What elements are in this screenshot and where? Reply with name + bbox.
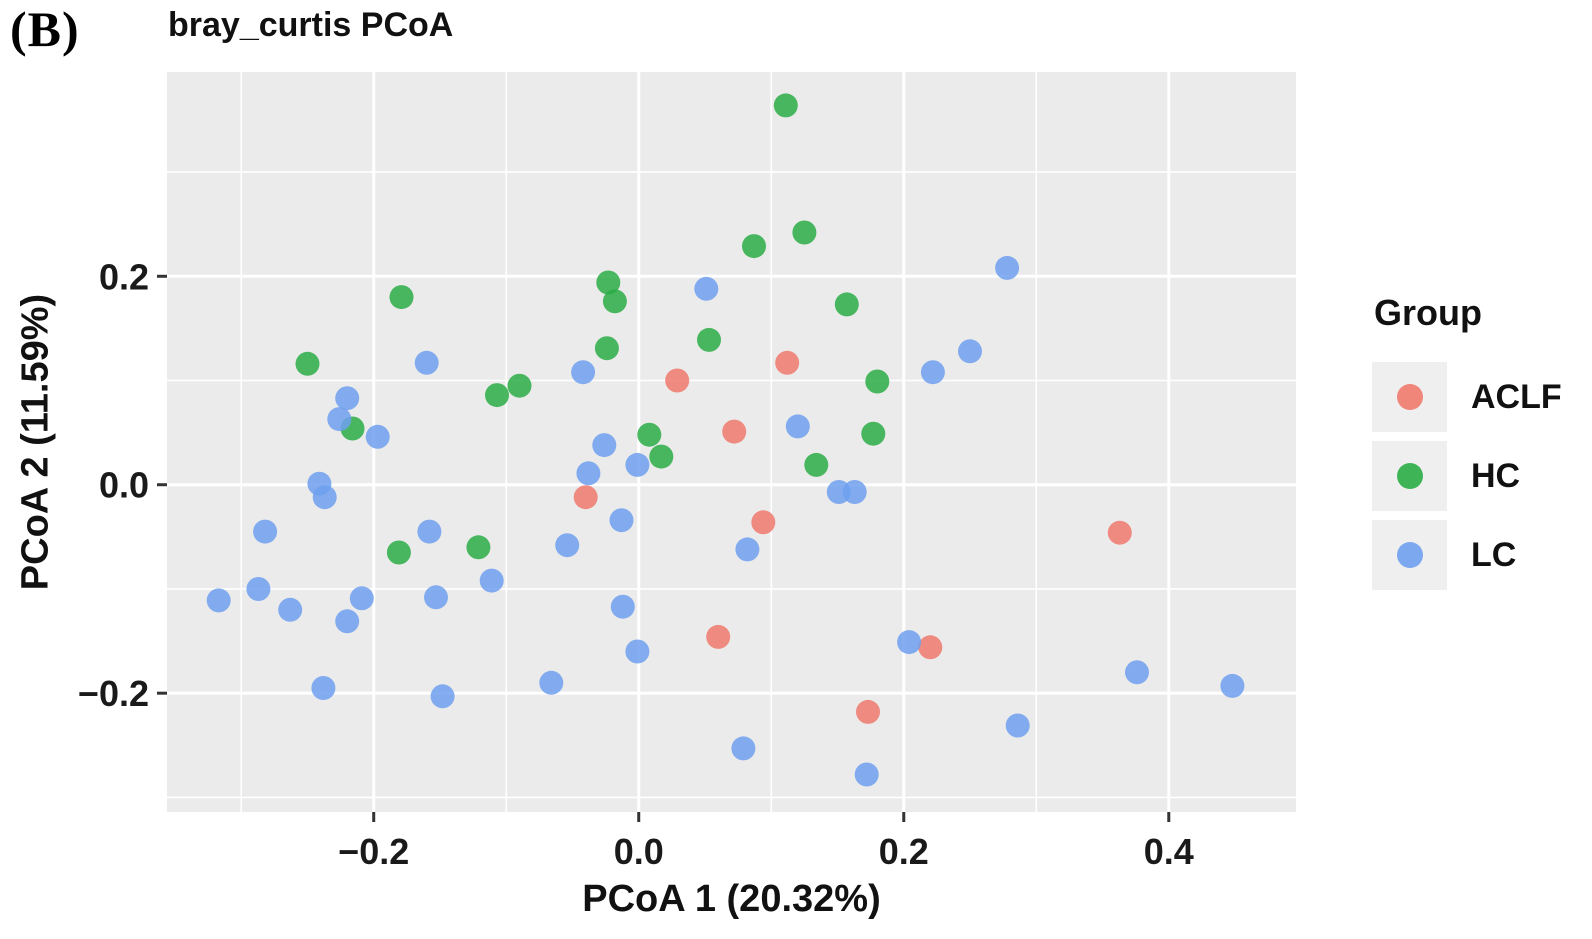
data-point-ACLF — [918, 635, 943, 660]
chart-title: bray_curtis PCoA — [168, 6, 454, 44]
x-tick-label: 0.0 — [614, 831, 664, 872]
data-point-LC — [571, 360, 596, 385]
legend-item-ACLF: ACLF — [1372, 362, 1562, 432]
legend-label-HC: HC — [1471, 456, 1521, 495]
data-point-LC — [576, 461, 601, 486]
data-point-HC — [466, 535, 491, 560]
legend: Group ACLF HC LC — [1372, 292, 1562, 599]
legend-label-LC: LC — [1471, 535, 1517, 574]
data-point-ACLF — [1107, 520, 1132, 545]
data-point-HC — [485, 383, 509, 408]
data-point-LC — [958, 339, 982, 364]
data-point-LC — [335, 386, 360, 411]
legend-title: Group — [1374, 292, 1482, 333]
x-axis-title: PCoA 1 (20.32%) — [582, 878, 881, 920]
data-point-ACLF — [706, 624, 731, 649]
data-point-LC — [479, 568, 504, 593]
data-point-LC — [206, 588, 231, 613]
data-point-HC — [507, 373, 532, 398]
data-point-LC — [897, 630, 922, 655]
data-point-ACLF — [722, 419, 747, 444]
data-point-LC — [1125, 660, 1149, 685]
data-point-LC — [592, 433, 617, 458]
data-point-LC — [842, 480, 867, 504]
y-tick-label: 0.2 — [99, 256, 149, 297]
data-point-LC — [365, 424, 390, 449]
legend-key-ACLF — [1372, 362, 1447, 432]
panel-label: (B) — [10, 1, 80, 57]
data-point-LC — [539, 670, 564, 695]
data-point-LC — [625, 452, 650, 477]
legend-item-HC: HC — [1372, 441, 1562, 511]
data-point-LC — [311, 676, 336, 700]
data-point-HC — [742, 234, 766, 259]
legend-key-HC — [1372, 441, 1447, 511]
data-point-LC — [253, 519, 278, 544]
data-point-LC — [278, 597, 303, 622]
data-point-HC — [804, 452, 829, 477]
data-point-HC — [386, 540, 411, 565]
data-point-LC — [417, 519, 442, 544]
y-tick-label: −0.2 — [78, 673, 149, 714]
data-point-LC — [430, 684, 455, 709]
data-point-LC — [555, 533, 580, 558]
data-point-HC — [697, 327, 721, 352]
data-point-HC — [637, 422, 662, 447]
data-point-LC — [335, 609, 360, 634]
data-point-HC — [594, 336, 619, 361]
data-point-ACLF — [573, 485, 598, 510]
data-point-HC — [792, 220, 817, 245]
data-point-LC — [785, 414, 810, 439]
data-point-LC — [731, 736, 756, 761]
data-point-HC — [865, 369, 890, 394]
data-point-LC — [1005, 713, 1030, 738]
data-point-LC — [610, 594, 635, 619]
data-point-ACLF — [665, 368, 690, 393]
legend-dot-icon-ACLF — [1396, 384, 1423, 410]
data-point-LC — [920, 360, 945, 385]
data-point-ACLF — [856, 699, 880, 724]
data-point-LC — [1220, 673, 1245, 698]
data-point-LC — [995, 255, 1020, 280]
data-point-LC — [424, 585, 448, 610]
y-axis-title: PCoA 2 (11.59%) — [14, 293, 57, 591]
data-point-LC — [625, 639, 650, 664]
legend-label-ACLF: ACLF — [1471, 377, 1562, 416]
data-point-HC — [596, 270, 621, 295]
legend-items: ACLF HC LC — [1372, 362, 1562, 590]
data-point-LC — [735, 537, 760, 562]
data-point-LC — [327, 407, 352, 432]
data-point-LC — [854, 762, 879, 787]
data-point-HC — [861, 421, 886, 446]
data-point-HC — [295, 351, 320, 376]
legend-dot-icon-HC — [1396, 463, 1423, 489]
data-point-HC — [602, 289, 627, 314]
data-point-LC — [312, 485, 337, 510]
data-point-HC — [389, 285, 414, 310]
legend-dot-icon-LC — [1396, 542, 1423, 568]
data-point-LC — [246, 577, 271, 601]
x-tick-label: −0.2 — [338, 831, 409, 872]
y-tick-label: 0.0 — [99, 465, 149, 506]
data-point-HC — [773, 93, 798, 118]
x-tick-label: 0.4 — [1144, 831, 1194, 872]
data-point-ACLF — [775, 350, 800, 375]
data-point-LC — [414, 350, 439, 375]
data-point-LC — [349, 586, 374, 611]
data-point-ACLF — [751, 510, 776, 535]
data-point-HC — [649, 444, 674, 469]
data-point-LC — [694, 276, 719, 301]
legend-key-LC — [1372, 520, 1447, 590]
data-point-HC — [834, 292, 859, 317]
data-point-LC — [609, 508, 634, 533]
x-tick-label: 0.2 — [879, 831, 929, 872]
legend-item-LC: LC — [1372, 520, 1562, 590]
